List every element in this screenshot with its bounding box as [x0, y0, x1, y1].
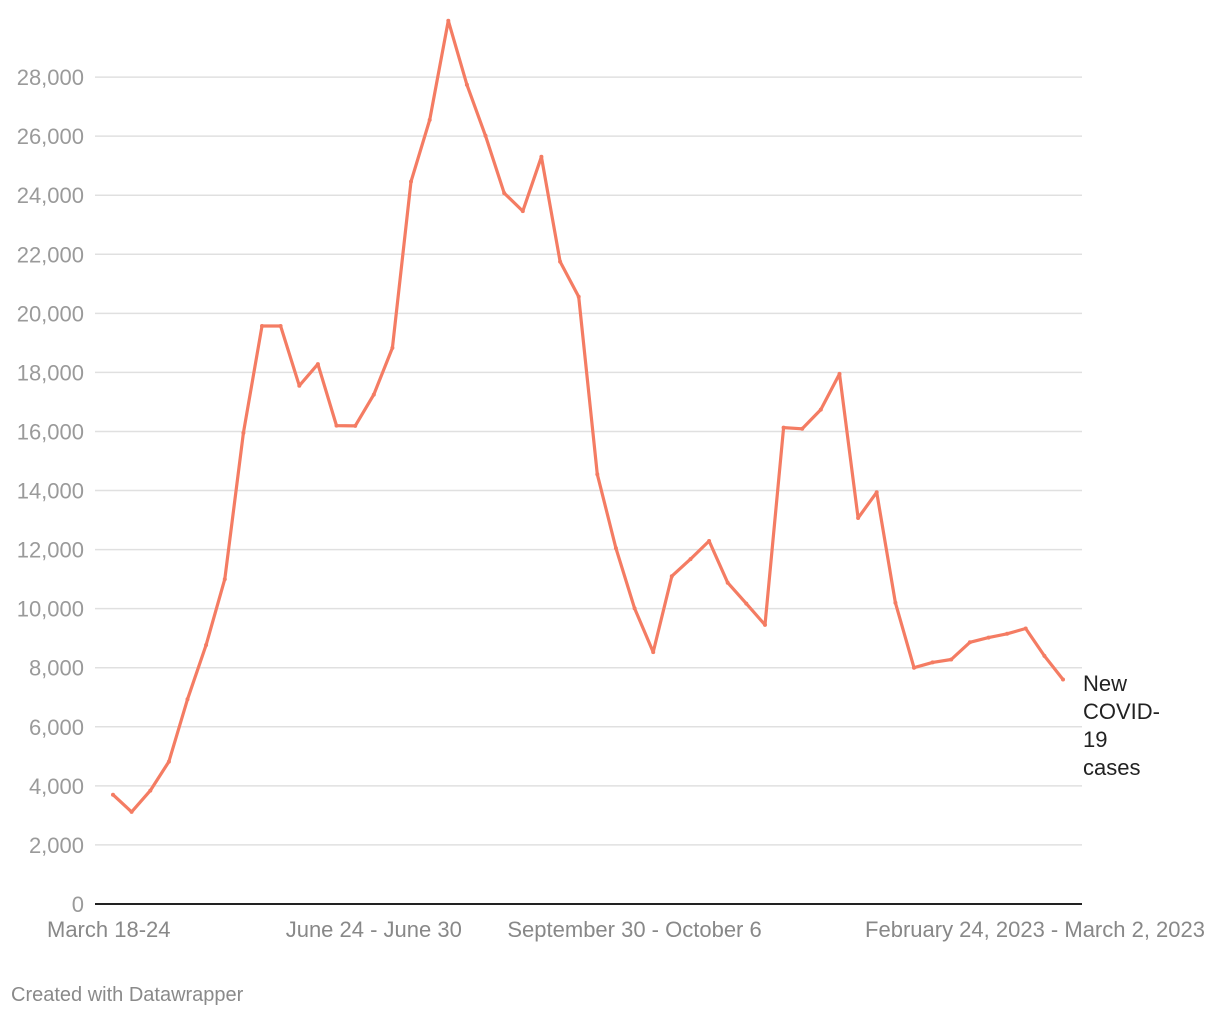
- series-label-line: 19: [1083, 727, 1107, 752]
- data-point: [576, 294, 581, 299]
- series-label: New COVID- 19 cases: [1083, 671, 1160, 780]
- x-tick-label: February 24, 2023 - March 2, 2023: [865, 917, 1205, 942]
- data-point: [725, 580, 730, 585]
- y-tick-label: 0: [72, 892, 84, 917]
- data-point: [148, 788, 153, 793]
- data-point: [912, 665, 916, 670]
- data-point: [129, 809, 134, 814]
- y-tick-label: 10,000: [17, 597, 84, 622]
- data-point: [520, 209, 525, 214]
- y-tick-label: 24,000: [17, 183, 84, 208]
- data-point: [1061, 677, 1065, 682]
- data-point: [483, 133, 488, 138]
- y-tick-label: 18,000: [17, 360, 84, 385]
- y-tick-label: 12,000: [17, 538, 84, 563]
- y-tick-label: 16,000: [17, 419, 84, 444]
- data-point: [1005, 631, 1010, 636]
- data-point: [464, 82, 469, 87]
- data-point: [1042, 653, 1047, 658]
- data-point: [409, 179, 413, 184]
- y-tick-label: 14,000: [17, 479, 84, 504]
- y-tick-label: 2,000: [29, 833, 84, 858]
- gridlines: [95, 76, 1082, 846]
- data-point: [558, 259, 563, 264]
- x-axis-tick-labels: March 18-24 June 24 - June 30 September 30…: [47, 917, 1205, 942]
- datawrapper-credit: Created with Datawrapper: [11, 984, 244, 1006]
- data-point: [763, 622, 767, 627]
- y-tick-label: 22,000: [17, 242, 84, 267]
- data-point: [781, 425, 786, 430]
- data-point: [818, 407, 823, 412]
- data-point: [278, 324, 283, 328]
- y-axis-tick-labels: 0 2,000 4,000 6,000 8,000 10,000 12,000 14,000 1…: [17, 65, 84, 917]
- series-line-new-covid-19-cases: [111, 19, 1065, 814]
- y-tick-label: 4,000: [29, 774, 84, 799]
- y-tick-label: 6,000: [29, 715, 84, 740]
- y-tick-label: 26,000: [17, 124, 84, 149]
- data-point: [185, 697, 190, 702]
- series-label-line: cases: [1083, 755, 1140, 780]
- data-point: [427, 117, 432, 122]
- data-point: [632, 606, 637, 611]
- data-point: [334, 423, 339, 428]
- data-point: [837, 371, 842, 376]
- y-tick-label: 8,000: [29, 656, 84, 681]
- x-tick-label: March 18-24: [47, 917, 171, 942]
- data-point: [688, 557, 693, 562]
- data-point: [502, 191, 507, 196]
- series-label-line: New: [1083, 671, 1127, 696]
- x-tick-label: September 30 - October 6: [507, 917, 761, 942]
- data-point: [539, 154, 544, 159]
- data-point: [446, 18, 451, 23]
- data-point: [315, 362, 320, 367]
- data-point: [241, 430, 246, 435]
- data-point: [893, 600, 898, 605]
- data-point: [371, 392, 376, 397]
- data-point: [800, 426, 805, 431]
- data-point: [1023, 626, 1028, 631]
- series-label-line: COVID-: [1083, 699, 1160, 724]
- data-point: [204, 643, 209, 647]
- data-point: [111, 792, 115, 797]
- x-tick-label: June 24 - June 30: [286, 917, 462, 942]
- data-point: [166, 759, 171, 764]
- data-point: [297, 383, 302, 388]
- data-point: [651, 650, 656, 655]
- y-tick-label: 20,000: [17, 301, 84, 326]
- data-point: [613, 546, 618, 551]
- data-point: [949, 657, 954, 662]
- y-tick-label: 28,000: [17, 65, 84, 90]
- data-point: [967, 640, 972, 645]
- data-point: [874, 490, 879, 495]
- data-point: [707, 539, 712, 543]
- data-point: [930, 660, 935, 665]
- data-point: [669, 574, 674, 579]
- data-point: [595, 472, 600, 477]
- data-point: [986, 635, 991, 640]
- data-point: [856, 516, 861, 520]
- data-point: [260, 324, 264, 328]
- data-point: [390, 345, 395, 350]
- data-point: [744, 601, 749, 606]
- data-point: [222, 577, 227, 582]
- data-point: [353, 423, 358, 428]
- series-layer: New COVID- 19 cases: [111, 18, 1160, 814]
